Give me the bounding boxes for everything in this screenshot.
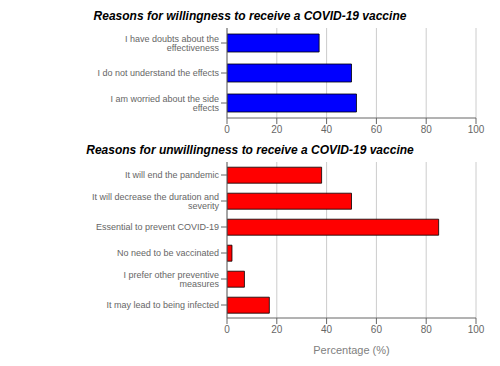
html-text:Reasons for willingness to rec: Reasons for willingness to receive a COV… (93, 9, 407, 23)
svg-text:It may lead to being infected: It may lead to being infected (106, 300, 219, 310)
svg-text:I do not understand the effect: I do not understand the effects (98, 68, 220, 78)
svg-text:80: 80 (421, 124, 433, 135)
svg-text:0: 0 (224, 124, 230, 135)
svg-text:It will end the pandemic: It will end the pandemic (125, 170, 220, 180)
svg-text:100: 100 (468, 324, 485, 335)
svg-text:40: 40 (321, 324, 333, 335)
svg-text:20: 20 (271, 324, 283, 335)
svg-text:I have doubts about theeffecti: I have doubts about theeffectiveness (125, 34, 220, 53)
svg-text:Essential to prevent COVID-19: Essential to prevent COVID-19 (96, 222, 219, 232)
svg-text:Percentage (%): Percentage (%) (313, 344, 389, 356)
svg-text:No need to be vaccinated: No need to be vaccinated (117, 248, 219, 258)
svg-text:60: 60 (371, 124, 383, 135)
html-text:Reasons for unwillingness to r: Reasons for unwillingness to receive a C… (86, 143, 414, 157)
svg-text:I prefer other preventivemeasu: I prefer other preventivemeasures (123, 270, 219, 289)
svg-text:40: 40 (321, 124, 333, 135)
svg-text:It will decrease the duration: It will decrease the duration andseverit… (92, 192, 220, 211)
svg-text:0: 0 (224, 324, 230, 335)
svg-text:60: 60 (371, 324, 383, 335)
svg-text:20: 20 (271, 124, 283, 135)
svg-text:I am worried about the sideeff: I am worried about the sideeffects (110, 94, 219, 113)
svg-text:80: 80 (421, 324, 433, 335)
svg-text:100: 100 (468, 124, 485, 135)
